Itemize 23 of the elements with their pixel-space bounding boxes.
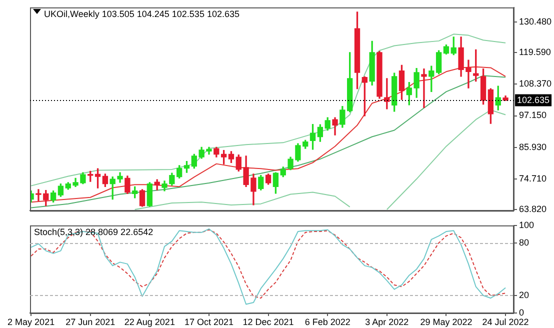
y-tick-label: 130.480 <box>519 16 552 26</box>
x-tick-label: 29 May 2022 <box>420 316 472 327</box>
chart-title: UKOil,Weekly 103.505 104.245 102.535 102.635 <box>44 8 240 19</box>
y-tick-label: 100 <box>519 220 534 230</box>
x-tick-label: 6 Feb 2022 <box>304 316 350 327</box>
ref-line-label: 102.635 <box>517 94 550 105</box>
y-tick-label: 108.370 <box>519 78 552 89</box>
chart-title: Stoch(5,3,3) 28.8069 22.6542 <box>34 226 154 237</box>
x-tick-label: 22 Aug 2021 <box>124 316 175 327</box>
y-tick-label: 80 <box>519 237 530 248</box>
y-tick-label: 85.930 <box>519 142 547 152</box>
y-tick-label: 74.710 <box>519 173 547 184</box>
y-tick-label: 119.590 <box>519 47 551 58</box>
x-tick-label: 17 Oct 2021 <box>184 316 234 327</box>
x-tick-label: 3 Apr 2022 <box>365 316 409 327</box>
y-tick-label: 0 <box>519 307 524 318</box>
y-tick-label: 20 <box>519 290 530 300</box>
x-tick-label: 2 May 2021 <box>8 316 55 327</box>
x-tick-label: 12 Dec 2021 <box>242 316 294 327</box>
y-tick-label: 63.820 <box>519 204 547 214</box>
x-tick-label: 24 Jul 2022 <box>482 316 529 327</box>
x-tick-label: 27 Jun 2021 <box>66 316 116 327</box>
y-tick-label: 97.150 <box>519 110 547 120</box>
